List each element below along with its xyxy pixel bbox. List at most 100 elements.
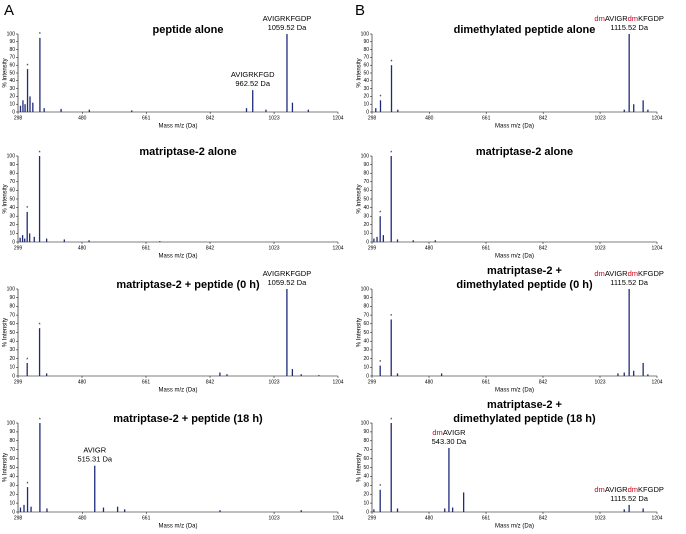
peak-annotation: dmAVIGRdmKFGDP [594,485,663,494]
x-tick-label: 1023 [594,515,605,521]
peak-annotation: 1115.52 Da [610,23,648,32]
annotation-segment: AVIGR [605,14,628,23]
peak-asterisk: * [39,322,41,328]
peak-annotation: AVIGRKFGDP [263,269,312,278]
y-tick-label: 40 [363,205,369,211]
y-tick-label: 70 [363,55,369,61]
chart-title: matriptase-2 alone [139,146,236,158]
y-tick-label: 100 [361,153,370,159]
y-tick-label: 30 [9,214,15,220]
peak-asterisk: * [379,484,381,490]
x-tick-label: 842 [206,245,215,251]
y-tick-label: 10 [363,231,369,237]
annotation-segment: dm [594,269,604,278]
chart-title: matriptase-2 alone [476,146,573,158]
chart-title: dimethylated peptide (18 h) [453,413,596,425]
x-axis-label: Mass m/z (Da) [159,124,198,130]
peak-asterisk: * [380,95,382,101]
chart-title: peptide alone [153,24,224,36]
y-tick-label: 60 [363,456,369,462]
peak-asterisk: * [379,211,381,217]
x-axis-label: Mass m/z (Da) [159,254,198,260]
y-tick-label: 70 [9,55,15,61]
y-tick-label: 100 [361,31,370,37]
annotation-segment: 1115.52 Da [610,494,648,503]
y-tick-label: 30 [363,347,369,353]
y-tick-label: 20 [363,492,369,498]
peak-annotation: AVIGRKFGDP [263,14,312,23]
y-tick-label: 10 [363,500,369,506]
x-tick-label: 299 [14,379,23,385]
y-tick-label: 80 [363,47,369,53]
y-tick-label: 50 [9,196,15,202]
y-tick-label: 70 [363,447,369,453]
x-axis-label: Mass m/z (Da) [495,254,534,260]
peak-asterisk: * [27,481,29,487]
peak-asterisk: * [390,150,392,156]
annotation-segment: AVIGRKFGDP [263,14,312,23]
y-tick-label: 50 [9,70,15,76]
x-tick-label: 842 [539,115,548,121]
peak-annotation: 1115.52 Da [610,278,648,287]
x-tick-label: 842 [206,379,215,385]
y-tick-label: 80 [9,47,15,53]
y-tick-label: 100 [7,420,16,426]
y-tick-label: 100 [361,420,370,426]
y-tick-label: 50 [9,330,15,336]
y-tick-label: 70 [9,179,15,185]
x-axis-label: Mass m/z (Da) [495,388,534,394]
annotation-segment: 1115.52 Da [610,278,648,287]
peak-asterisk: * [39,32,41,38]
y-tick-label: 70 [9,447,15,453]
x-tick-label: 299 [368,379,377,385]
annotation-segment: AVIGR [605,269,628,278]
y-tick-label: 60 [9,188,15,194]
x-tick-label: 299 [368,245,377,251]
x-tick-label: 480 [78,115,87,121]
spectrum-panel: matriptase-2 alone 0 10 20 30 40 50 60 70 80 90 100… [357,146,663,260]
y-tick-label: 0 [12,373,15,379]
y-tick-label: 0 [12,509,15,515]
y-axis-label: % Intensity [3,58,9,87]
y-tick-label: 100 [361,286,370,292]
x-tick-label: 661 [482,515,491,521]
y-tick-label: 80 [363,438,369,444]
annotation-segment: dm [594,485,604,494]
y-tick-label: 40 [363,339,369,345]
y-axis-label: % Intensity [357,453,363,482]
y-tick-label: 40 [363,78,369,84]
chart-title: matriptase-2 + peptide (0 h) [116,279,260,291]
y-tick-label: 80 [9,438,15,444]
y-tick-label: 10 [9,231,15,237]
y-tick-label: 10 [9,365,15,371]
y-tick-label: 0 [366,509,369,515]
y-tick-label: 70 [9,312,15,318]
y-tick-label: 60 [9,456,15,462]
y-tick-label: 100 [7,286,16,292]
x-tick-label: 1023 [268,245,279,251]
y-tick-label: 60 [363,321,369,327]
annotation-segment: dm [432,428,442,437]
y-axis-label: % Intensity [357,318,363,347]
chart-title: dimethylated peptide (0 h) [456,279,593,291]
y-tick-label: 60 [363,188,369,194]
peak-asterisk: * [391,60,393,66]
y-tick-label: 60 [9,321,15,327]
y-tick-label: 80 [9,304,15,310]
y-tick-label: 40 [9,339,15,345]
x-tick-label: 1023 [595,115,606,121]
x-tick-label: 1023 [269,515,280,521]
y-tick-label: 0 [12,109,15,115]
y-tick-label: 90 [9,295,15,301]
y-tick-label: 0 [366,109,369,115]
y-tick-label: 50 [363,465,369,471]
x-tick-label: 298 [368,115,377,121]
y-axis-label: % Intensity [3,453,9,482]
peak-asterisk: * [390,417,392,423]
y-tick-label: 20 [9,94,15,100]
chart-title: matriptase-2 + [487,265,562,277]
y-tick-label: 30 [363,483,369,489]
y-tick-label: 40 [9,78,15,84]
x-tick-label: 480 [78,245,87,251]
